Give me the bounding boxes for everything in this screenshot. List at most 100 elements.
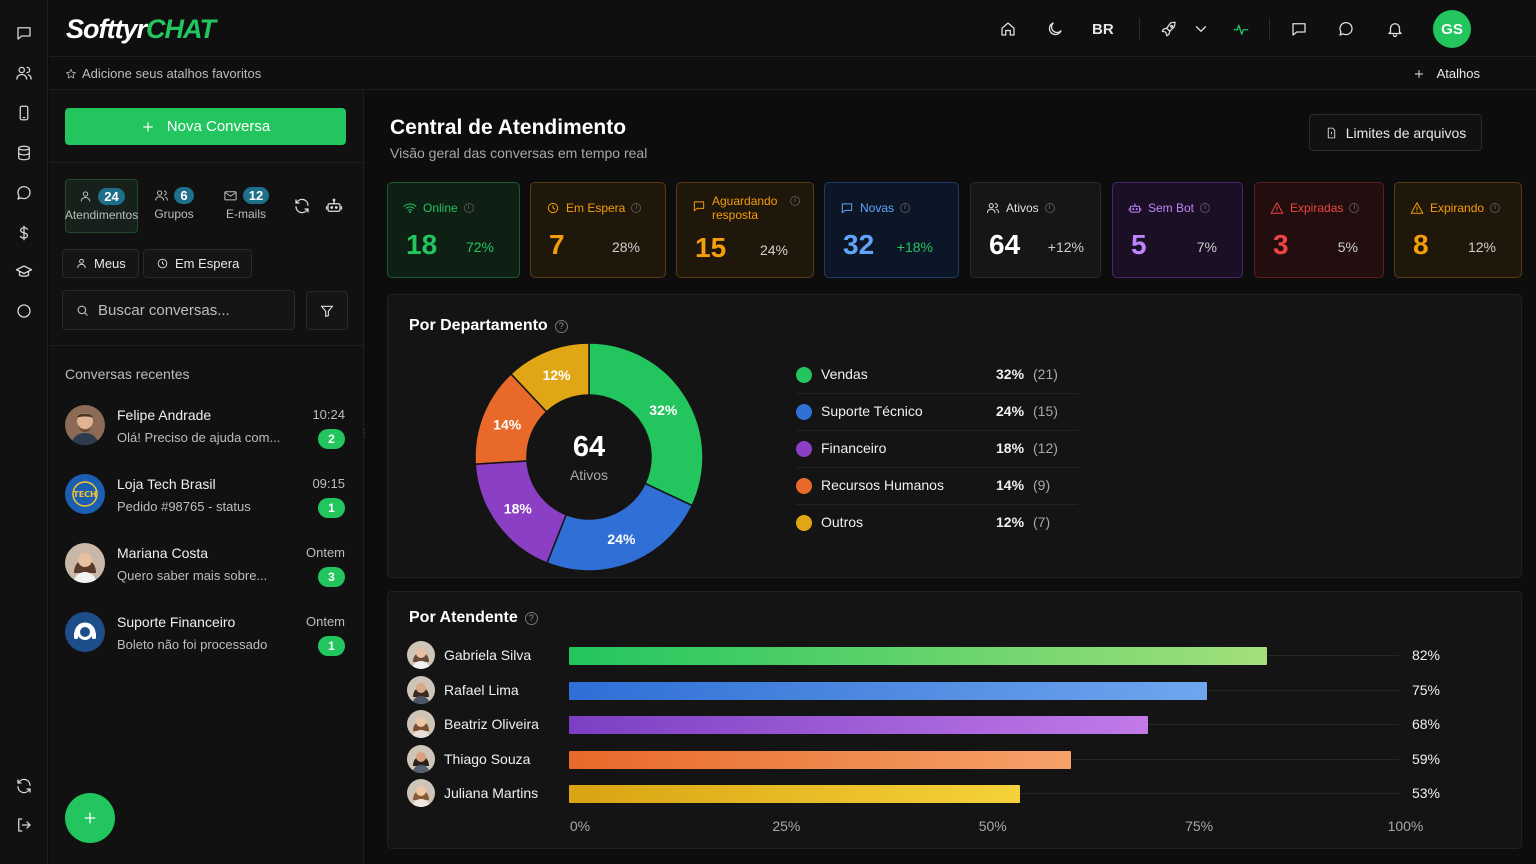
search-input[interactable] bbox=[98, 301, 278, 319]
bell-icon[interactable] bbox=[1383, 17, 1407, 41]
kpi-card-waiting[interactable]: Em Espera i 7 28% bbox=[530, 182, 666, 278]
x-axis-tick: 75% bbox=[1185, 818, 1214, 834]
info-icon[interactable]: i bbox=[900, 203, 911, 213]
legend-dot bbox=[796, 441, 812, 457]
bar-fill[interactable] bbox=[569, 750, 1072, 769]
filter-button[interactable] bbox=[306, 291, 348, 330]
conversation-item[interactable]: TECH Loja Tech Brasil Pedido #98765 - st… bbox=[49, 474, 364, 534]
attendant-row[interactable]: Beatriz Oliveira 68% bbox=[388, 707, 1523, 741]
moon-icon[interactable] bbox=[1043, 17, 1067, 41]
conversation-preview: Boleto não foi processado bbox=[117, 637, 268, 652]
legend-count: (9) bbox=[1033, 477, 1051, 493]
svg-text:TECH: TECH bbox=[73, 490, 97, 499]
kpi-card-new[interactable]: Novas i 32 +18% bbox=[824, 182, 959, 278]
kpi-card-online[interactable]: Online i 18 72% bbox=[387, 182, 520, 278]
attendant-row[interactable]: Thiago Souza 59% bbox=[388, 742, 1523, 776]
conversation-item[interactable]: Suporte Financeiro Boleto não foi proces… bbox=[49, 612, 364, 672]
donut-slice-suporte-t-cnico[interactable] bbox=[546, 482, 694, 572]
file-limits-button[interactable]: Limites de arquivos bbox=[1309, 114, 1482, 151]
legend-name: Suporte Técnico bbox=[821, 403, 923, 419]
favorites-hint-text: Adicione seus atalhos favoritos bbox=[82, 66, 262, 81]
department-card: Por Departamento ? 32% 24% 18% 14% 12% 64 At… bbox=[387, 294, 1522, 578]
legend-row[interactable]: Outros 12% (7) bbox=[796, 505, 1078, 542]
users-icon bbox=[986, 203, 1000, 214]
activity-icon[interactable] bbox=[1229, 17, 1253, 41]
kpi-card-active[interactable]: Ativos i 64 +12% bbox=[970, 182, 1101, 278]
favorites-hint: Adicione seus atalhos favoritos bbox=[65, 66, 261, 81]
chat-icon[interactable] bbox=[12, 21, 36, 45]
message-circle-icon[interactable] bbox=[12, 181, 36, 205]
circle-icon[interactable] bbox=[12, 299, 36, 323]
info-icon[interactable]: i bbox=[1490, 203, 1501, 213]
kpi-card-expired[interactable]: Expiradas i 3 5% bbox=[1254, 182, 1384, 278]
kpi-card-awaiting-reply[interactable]: Aguardando resposta i 15 24% bbox=[676, 182, 814, 278]
graduation-cap-icon[interactable] bbox=[12, 260, 36, 284]
contacts-icon[interactable] bbox=[12, 61, 36, 85]
info-icon[interactable]: i bbox=[790, 196, 800, 206]
chat-bubble-icon[interactable] bbox=[1334, 17, 1358, 41]
x-axis-tick: 25% bbox=[772, 818, 801, 834]
attendant-name: Beatriz Oliveira bbox=[444, 716, 539, 732]
avatar bbox=[65, 405, 105, 445]
kpi-value: 32 bbox=[843, 229, 875, 260]
chevron-down-icon[interactable] bbox=[1189, 17, 1213, 41]
user-avatar[interactable]: GS bbox=[1433, 10, 1471, 48]
tab-grupos[interactable]: 6 Grupos bbox=[145, 179, 203, 233]
attendant-row[interactable]: Juliana Martins 53% bbox=[388, 776, 1523, 810]
info-icon[interactable]: i bbox=[1044, 203, 1055, 213]
bar-fill[interactable] bbox=[569, 785, 1021, 803]
bot-icon[interactable] bbox=[325, 197, 345, 217]
help-icon[interactable]: ? bbox=[524, 611, 538, 625]
clock-icon bbox=[157, 258, 168, 269]
conversation-item[interactable]: Felipe Andrade Olá! Preciso de ajuda com… bbox=[49, 405, 364, 465]
sync-icon[interactable] bbox=[12, 774, 36, 798]
phone-icon[interactable] bbox=[12, 101, 36, 125]
kpi-label: Ativos bbox=[1006, 201, 1039, 215]
department-title: Por Departamento ? bbox=[409, 317, 568, 335]
help-icon[interactable]: ? bbox=[554, 319, 568, 333]
message-square-icon[interactable] bbox=[1287, 17, 1311, 41]
tab-atendimentos[interactable]: 24 Atendimentos bbox=[65, 179, 138, 233]
conversation-name: Suporte Financeiro bbox=[117, 614, 236, 630]
refresh-icon[interactable] bbox=[293, 197, 313, 217]
legend-row[interactable]: Vendas 32% (21) bbox=[796, 357, 1078, 394]
filter-waiting-chip[interactable]: Em Espera bbox=[143, 249, 253, 278]
legend-row[interactable]: Financeiro 18% (12) bbox=[796, 431, 1078, 468]
legend-row[interactable]: Suporte Técnico 24% (15) bbox=[796, 394, 1078, 431]
donut-slice-outros[interactable] bbox=[509, 342, 590, 413]
legend-row[interactable]: Recursos Humanos 14% (9) bbox=[796, 468, 1078, 505]
kpi-label: Expiradas bbox=[1290, 201, 1344, 215]
info-icon[interactable]: i bbox=[631, 203, 642, 213]
kpi-percent: 12% bbox=[1467, 239, 1496, 255]
conversation-item[interactable]: Mariana Costa Quero saber mais sobre... … bbox=[49, 543, 364, 603]
tab-emails[interactable]: 12 E-mails bbox=[213, 179, 279, 233]
logout-icon[interactable] bbox=[12, 813, 36, 837]
shortcuts-bar: Adicione seus atalhos favoritos Atalhos bbox=[49, 57, 1536, 90]
rocket-icon[interactable] bbox=[1157, 17, 1181, 41]
donut-slice-vendas[interactable] bbox=[588, 342, 704, 507]
bar-fill[interactable] bbox=[569, 716, 1148, 734]
attendant-row[interactable]: Rafael Lima 75% bbox=[388, 673, 1523, 707]
kpi-percent: +12% bbox=[1047, 239, 1084, 255]
kpi-card-expiring[interactable]: Expirando i 8 12% bbox=[1394, 182, 1522, 278]
filter-mine-chip[interactable]: Meus bbox=[62, 249, 139, 278]
bar-fill[interactable] bbox=[569, 647, 1267, 665]
brand-logo[interactable]: SofttyrCHAT bbox=[66, 14, 216, 45]
database-icon[interactable] bbox=[12, 141, 36, 165]
dollar-icon[interactable] bbox=[12, 221, 36, 245]
attendant-row[interactable]: Gabriela Silva 82% bbox=[388, 638, 1523, 672]
bar-fill[interactable] bbox=[569, 681, 1208, 700]
add-shortcut-button[interactable]: Atalhos bbox=[1413, 66, 1480, 81]
add-fab-button[interactable] bbox=[65, 793, 115, 843]
home-icon[interactable] bbox=[996, 17, 1020, 41]
kpi-card-no-bot[interactable]: Sem Bot i 5 7% bbox=[1112, 182, 1243, 278]
divider bbox=[49, 345, 363, 346]
conversation-name: Felipe Andrade bbox=[117, 407, 212, 423]
search-box bbox=[62, 290, 295, 330]
info-icon[interactable]: i bbox=[1200, 203, 1211, 213]
info-icon[interactable]: i bbox=[463, 203, 474, 213]
conversation-preview: Olá! Preciso de ajuda com... bbox=[117, 430, 281, 445]
new-conversation-button[interactable]: Nova Conversa bbox=[65, 108, 346, 145]
info-icon[interactable]: i bbox=[1349, 203, 1360, 213]
language-selector[interactable]: BR bbox=[1092, 21, 1114, 38]
